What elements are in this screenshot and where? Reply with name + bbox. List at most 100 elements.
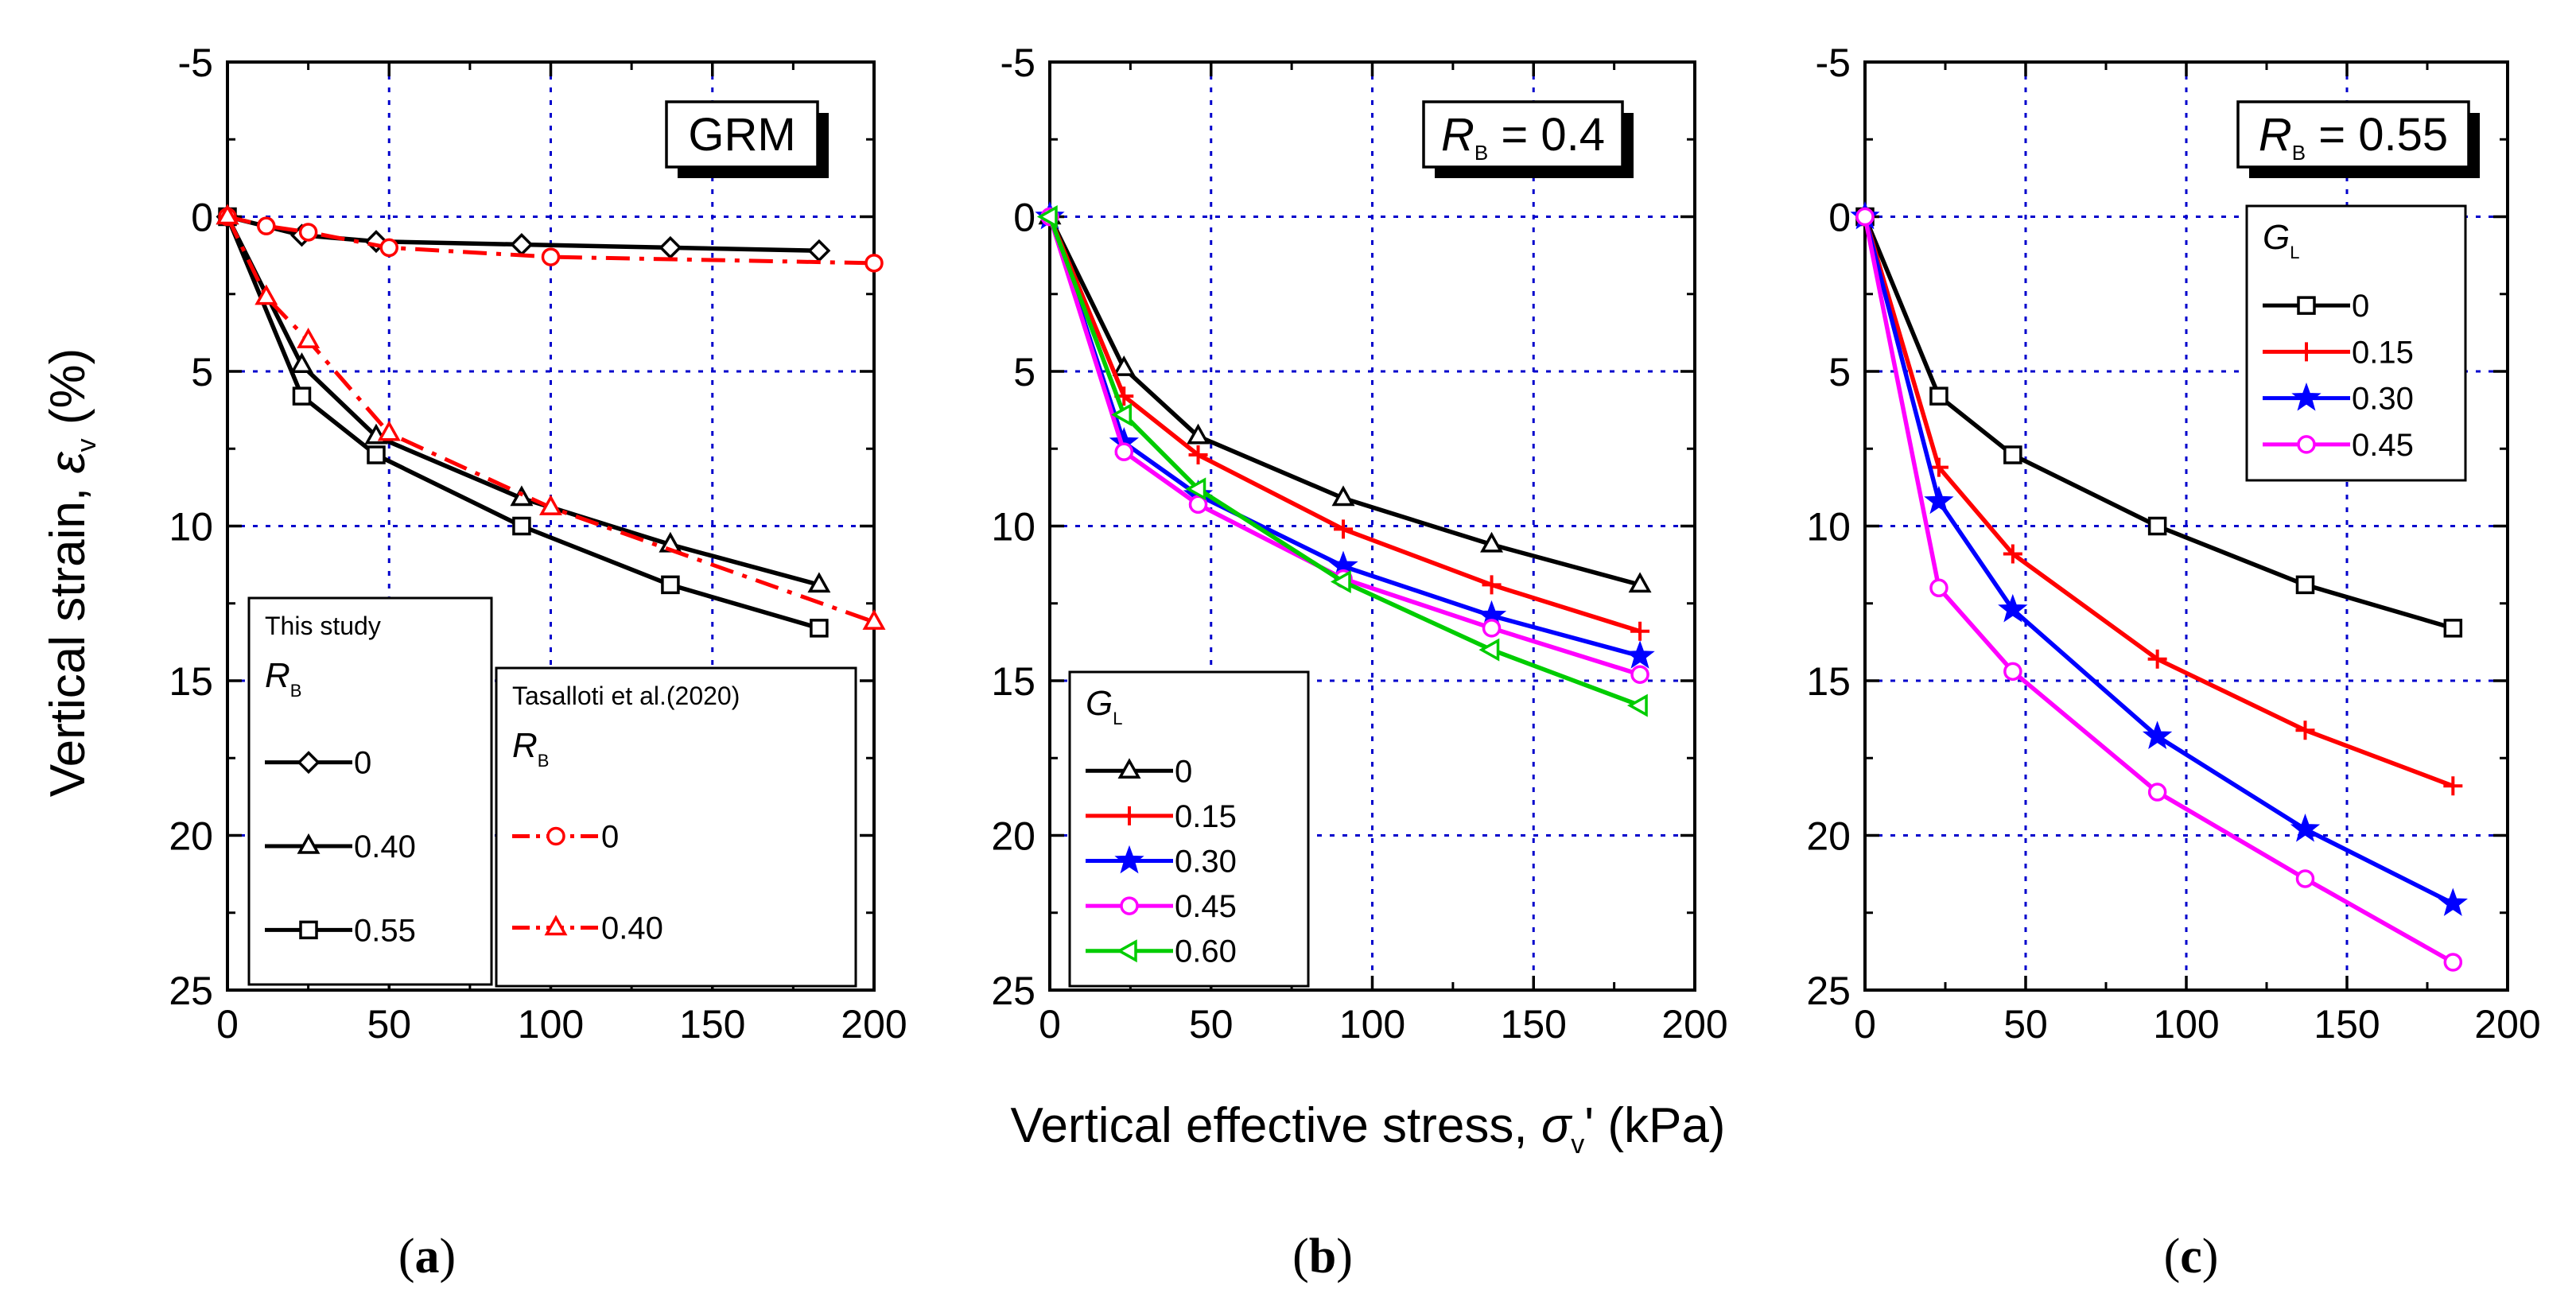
data-point — [1331, 485, 1355, 507]
legend-marker — [2291, 382, 2322, 411]
data-point — [2147, 783, 2167, 802]
legend-entry: 0.30 — [2263, 382, 2414, 417]
x-tick-label: 150 — [2314, 1002, 2380, 1047]
y-tick-label: 25 — [991, 969, 1035, 1013]
data-point — [379, 238, 398, 258]
legend-label: 0 — [354, 746, 371, 781]
data-point — [541, 247, 561, 266]
data-point — [1625, 640, 1655, 669]
annotation-box: RB = 0.4 — [1422, 100, 1634, 178]
grid — [1865, 62, 2508, 990]
data-point — [1929, 386, 1949, 406]
annotation-text: RB = 0.4 — [1441, 109, 1605, 165]
annotation-frame — [665, 100, 819, 169]
legend-entry: 0 — [512, 820, 619, 855]
legend-title: This study — [265, 612, 381, 640]
data-point — [1855, 207, 1875, 227]
y-tick-label: 20 — [169, 814, 213, 859]
legend-entry: 0.30 — [1086, 845, 1237, 880]
data-point — [1630, 665, 1649, 684]
series-line — [1047, 216, 1641, 588]
y-tick-label: 25 — [1806, 969, 1851, 1013]
x-axis-label: Vertical effective stress, σv' (kPa) — [1011, 1098, 1726, 1159]
legend-marker — [297, 751, 321, 775]
x-tick-label: 200 — [1661, 1002, 1727, 1047]
series-3 — [1035, 200, 1655, 669]
data-point — [1630, 621, 1650, 641]
data-point — [367, 445, 386, 464]
legend-frame — [1068, 670, 1310, 988]
series-line — [225, 216, 820, 631]
data-point — [661, 575, 680, 595]
data-point — [2003, 445, 2022, 464]
legend-marker — [1120, 806, 1139, 825]
panel-a: 0 50 100 150 200 -5 0 5 10 15 20 25 GRM This study RB 0… — [169, 41, 907, 1047]
y-tick-label: 10 — [169, 505, 213, 550]
panel-b: 0 50 100 150 200 -5 0 5 10 15 20 25 RB = 0.4 GL 0 0.15 0… — [991, 41, 1727, 1047]
y-tick-label: 0 — [1013, 196, 1035, 240]
legend-label: 0.45 — [2352, 428, 2414, 463]
data-point — [862, 609, 886, 630]
legend-entry: 0.15 — [1086, 799, 1237, 834]
legend-frame — [247, 596, 493, 986]
series-4 — [1040, 207, 1649, 684]
data-point — [659, 235, 682, 259]
series-3 — [218, 207, 829, 638]
legend: Tasalloti et al.(2020) RB 0 0.40 — [495, 666, 857, 988]
series-line — [1047, 216, 1641, 634]
data-point — [292, 386, 312, 406]
data-point — [2147, 516, 2167, 536]
x-tick-label: 100 — [2153, 1002, 2219, 1047]
y-tick-label: -5 — [1000, 41, 1035, 85]
annotation-text: GRM — [688, 109, 795, 161]
data-point — [2290, 814, 2321, 842]
y-axis-label: Vertical strain, εv (%) — [41, 348, 102, 798]
y-tick-label: -5 — [178, 41, 213, 85]
data-point — [512, 516, 531, 536]
legend-entry: 0.45 — [2263, 428, 2414, 463]
x-tick-label: 0 — [1854, 1002, 1876, 1047]
series-5 — [1036, 205, 1648, 717]
data-point — [1929, 578, 1949, 598]
x-tick-label: 150 — [1501, 1002, 1567, 1047]
data-point — [1626, 693, 1648, 717]
legend-label: 0 — [1175, 754, 1192, 789]
data-point — [864, 254, 884, 273]
x-tick-label: 50 — [2003, 1002, 2048, 1047]
legend-symbol: RB — [512, 726, 549, 771]
x-tick-label: 100 — [1339, 1002, 1405, 1047]
series-line — [1047, 216, 1642, 708]
y-tick-label: 15 — [169, 659, 213, 704]
legend-entry: 0.45 — [1086, 889, 1237, 924]
legend-marker — [2297, 435, 2316, 454]
legend-label: 0 — [601, 820, 619, 855]
data-point — [1114, 442, 1134, 461]
data-point — [254, 284, 278, 305]
series-line — [1863, 216, 2454, 788]
data-point — [1112, 355, 1136, 376]
annotation-text: RB = 0.55 — [2259, 109, 2448, 165]
series-line — [1863, 216, 2454, 965]
data-point — [2003, 544, 2022, 564]
legend-entry: 0 — [265, 746, 371, 781]
data-point — [510, 485, 534, 507]
legend: GL 0 0.15 0.30 0.45 — [2245, 204, 2467, 482]
data-point — [2295, 575, 2315, 595]
legend-marker — [546, 826, 565, 846]
data-point — [1111, 402, 1133, 426]
data-point — [257, 216, 276, 235]
caption-a: (a) — [398, 1229, 456, 1284]
caption-c: (c) — [2164, 1229, 2219, 1284]
series-line — [225, 216, 820, 588]
legend-symbol: GL — [2263, 218, 2299, 262]
legend-label: 0.40 — [601, 911, 663, 946]
x-tick-label: 150 — [679, 1002, 745, 1047]
legend-label: 0.15 — [2352, 335, 2414, 370]
legend-marker — [1114, 845, 1144, 874]
legend-label: 0 — [2352, 289, 2369, 324]
legend-entry: 0.40 — [265, 829, 416, 864]
y-tick-label: 20 — [991, 814, 1035, 859]
legend-entry: 0.40 — [512, 911, 663, 946]
data-point — [807, 239, 831, 262]
